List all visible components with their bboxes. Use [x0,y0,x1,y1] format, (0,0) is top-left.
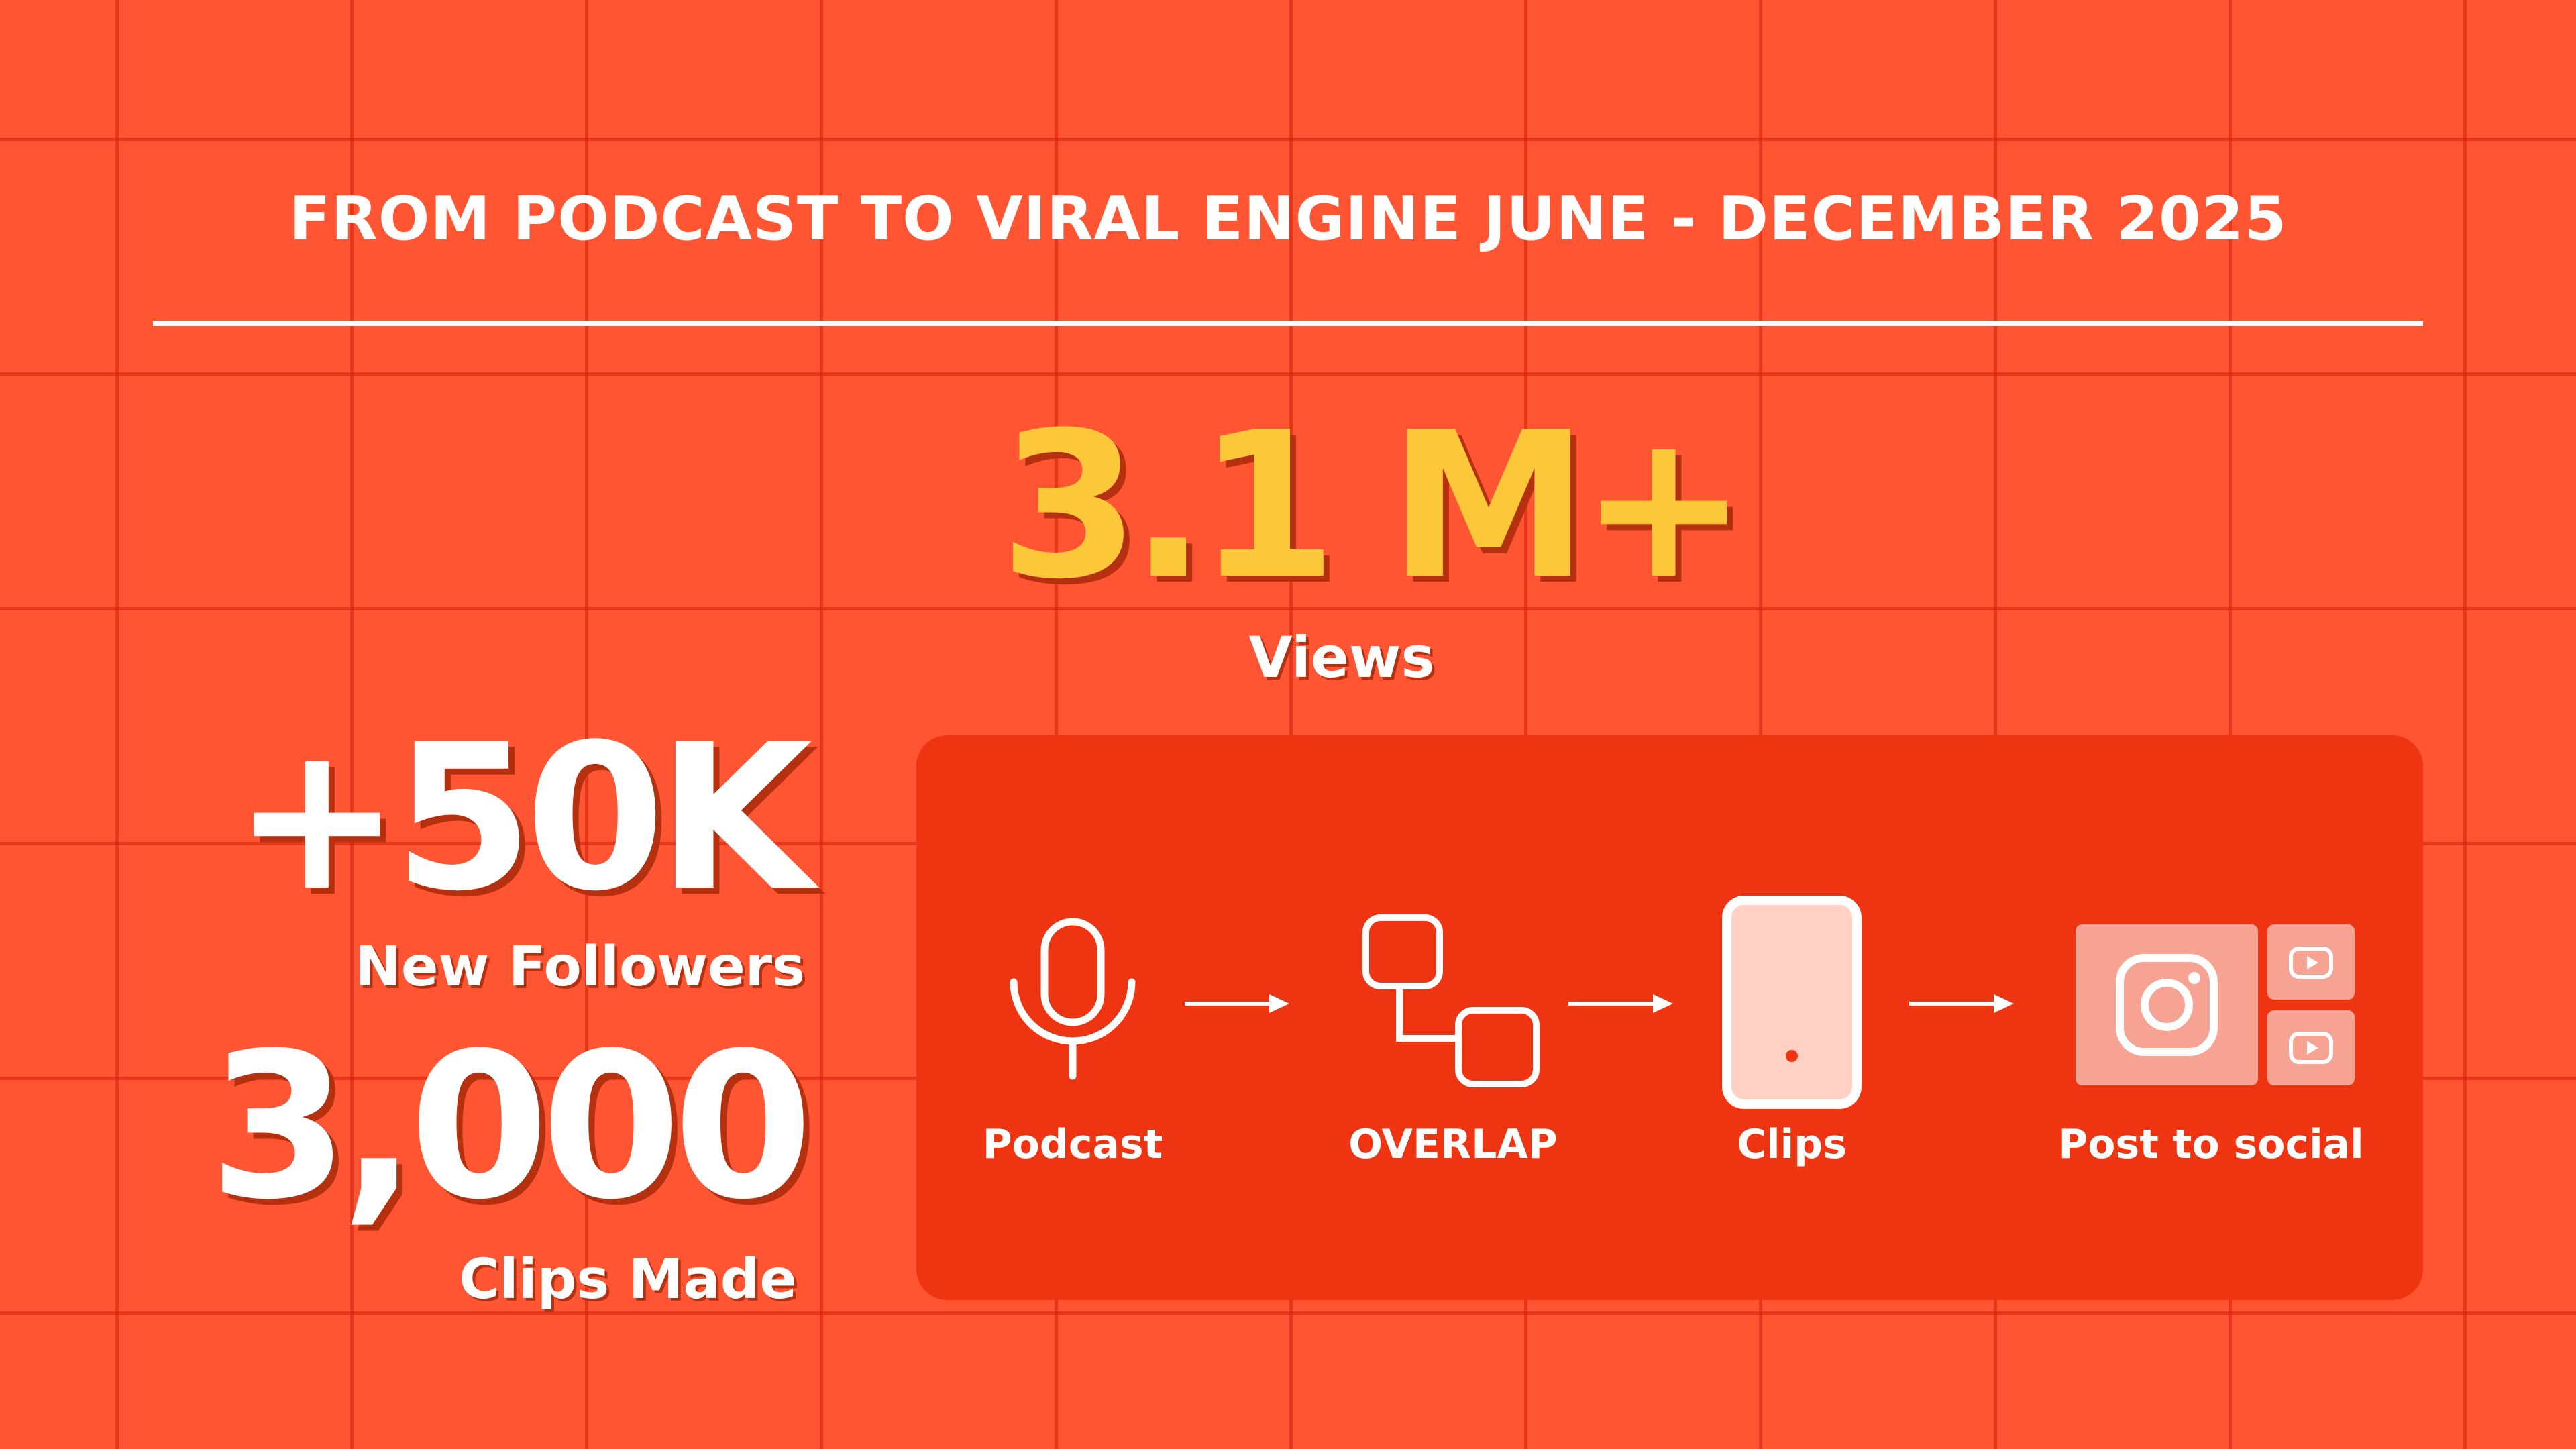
page-title: FROM PODCAST TO VIRAL ENGINE JUNE - DECE… [289,184,2287,254]
workflow-step-label: Podcast [982,1121,1163,1168]
arrow-right-icon [1909,994,2014,1013]
youtube-icon [2267,1010,2355,1085]
youtube-icon [2267,924,2355,1000]
views-stat-value: 3.1 M+ [1000,389,1748,623]
workflow-panel: Podcast OVERLAP Clips [916,735,2423,1300]
clips-stat-label: Clips Made [459,1248,797,1311]
followers-stat-value: +50K [232,701,813,935]
workflow-step-label: Clips [1737,1121,1847,1168]
clips-stat-value: 3,000 [209,1010,813,1244]
views-stat-label: Views [1248,625,1435,690]
arrow-right-icon [1185,994,1289,1013]
phone-icon [1722,896,1862,1109]
workflow-step-label: Post to social [2058,1121,2364,1168]
title-divider [153,321,2423,326]
arrow-right-icon [1568,994,1673,1013]
microphone-icon [1010,918,1136,1080]
overlap-squares-icon [1362,914,1540,1087]
social-platforms-icon [2076,924,2355,1085]
followers-stat-label: New Followers [355,935,805,999]
workflow-step-label: OVERLAP [1348,1121,1558,1168]
instagram-icon [2076,924,2258,1085]
